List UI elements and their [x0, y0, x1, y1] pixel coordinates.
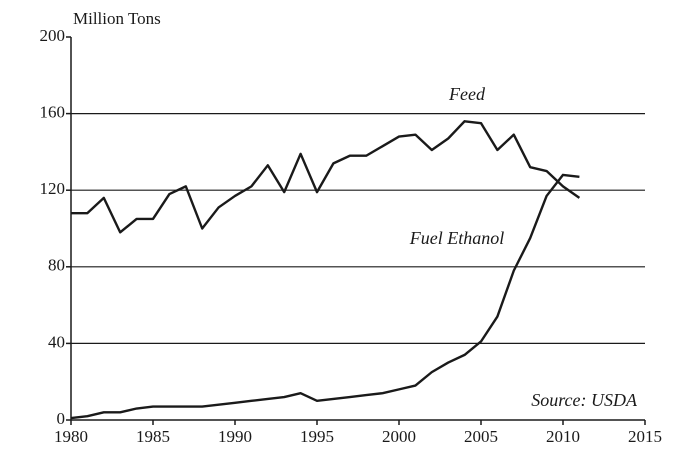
x-tick-label: 2005 [464, 427, 498, 446]
x-tick-label: 1980 [54, 427, 88, 446]
x-tick-label: 1990 [218, 427, 252, 446]
x-tick-label: 2010 [546, 427, 580, 446]
y-tick-label: 40 [48, 332, 65, 351]
x-tick-label: 1985 [136, 427, 170, 446]
annotation: Feed [448, 84, 486, 104]
y-tick-label: 200 [40, 26, 66, 45]
y-tick-label: 160 [40, 103, 66, 122]
series-line [71, 120, 581, 234]
y-axis-label: Million Tons [73, 9, 161, 28]
annotation: Source: USDA [531, 390, 638, 410]
x-tick-label: 2000 [382, 427, 416, 446]
y-tick-label: 80 [48, 256, 65, 275]
annotation: Fuel Ethanol [409, 228, 504, 248]
series-line [70, 173, 580, 420]
x-tick-label: 1995 [300, 427, 334, 446]
x-tick-label: 2015 [628, 427, 662, 446]
y-tick-label: 120 [40, 179, 66, 198]
y-tick-label: 0 [57, 409, 66, 428]
